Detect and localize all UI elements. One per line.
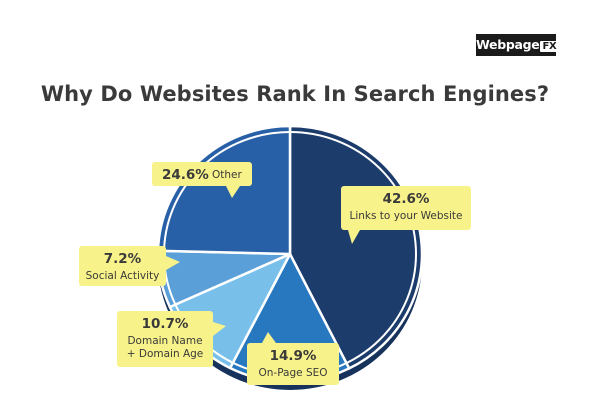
- callout-label: Social Activity: [86, 270, 160, 282]
- callout-box: [152, 162, 252, 186]
- pie-slice-other: [156, 124, 292, 256]
- callout-pointer: [262, 332, 276, 343]
- callout-box: [341, 186, 471, 230]
- callout-pointer: [213, 322, 226, 336]
- callout-domain-name-domain-age: 10.7% Domain Name + Domain Age: [117, 311, 226, 367]
- pie-callouts: 42.6% Links to your Website 14.9% On-Page S…: [79, 162, 471, 385]
- callout-percent: 24.6%: [162, 167, 209, 183]
- callout-percent: 42.6%: [383, 191, 430, 207]
- callout-other: 24.6% Other: [152, 162, 252, 198]
- callout-pointer: [166, 256, 180, 270]
- callout-label: Other: [212, 169, 242, 181]
- callout-percent: 14.9%: [270, 348, 317, 364]
- callout-percent: 10.7%: [142, 316, 189, 332]
- callout-on-page-seo: 14.9% On-Page SEO: [247, 332, 339, 385]
- callout-percent: 7.2%: [104, 251, 142, 267]
- callout-label: On-Page SEO: [258, 367, 327, 379]
- callout-box: [79, 246, 166, 286]
- callout-social-activity: 7.2% Social Activity: [79, 246, 180, 286]
- callout-pointer: [348, 230, 360, 244]
- logo-brand-name: Webpage: [476, 37, 540, 52]
- callout-links-to-your-website: 42.6% Links to your Website: [341, 186, 471, 244]
- webpagefx-logo: Webpage FX: [476, 34, 559, 56]
- callout-label: Links to your Website: [350, 210, 463, 222]
- logo-brand-suffix: FX: [540, 41, 559, 52]
- callout-box: [247, 343, 339, 385]
- callout-box: [117, 311, 213, 367]
- chart-title: Why Do Websites Rank In Search Engines?: [40, 82, 550, 106]
- pie-slices: [156, 124, 424, 384]
- callout-label: Domain Name + Domain Age: [127, 335, 204, 360]
- callout-pointer: [226, 186, 240, 198]
